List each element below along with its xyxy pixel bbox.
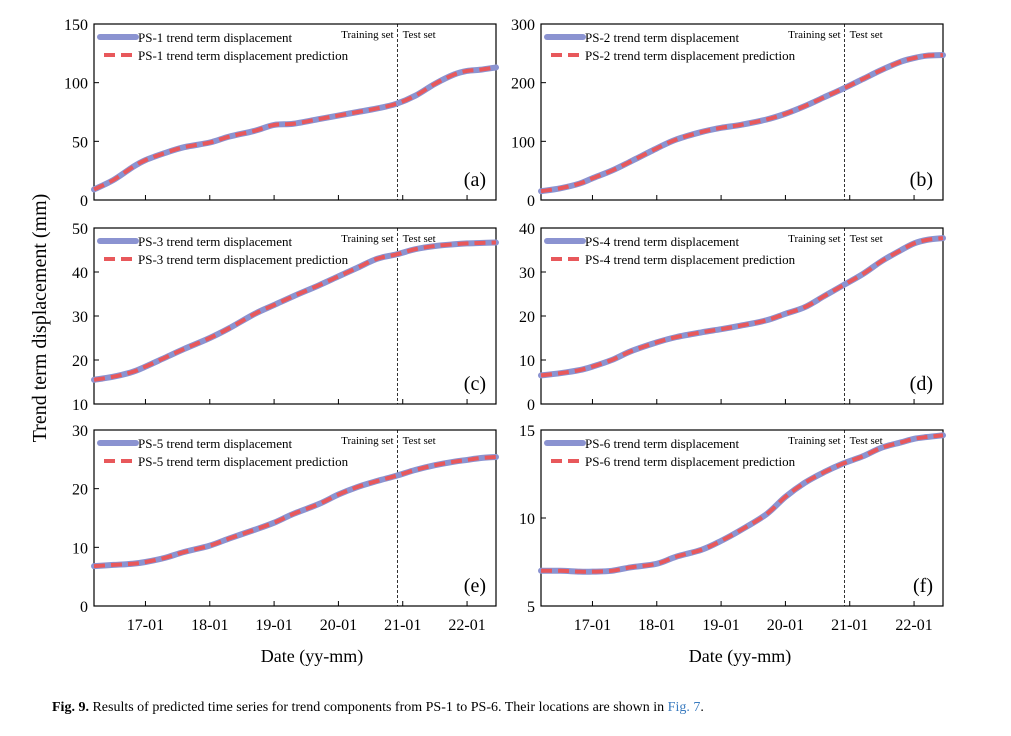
- x-tick-label: 22-01: [895, 617, 932, 634]
- y-axis-label: Trend term displacement (mm): [29, 194, 51, 443]
- legend-label-prediction: PS-3 trend term displacement prediction: [138, 252, 349, 267]
- plot-frame: [93, 429, 497, 607]
- legend-label-actual: PS-3 trend term displacement: [138, 234, 293, 249]
- chart-panel-3: 10 20 30 40 50 Training set Test set PS-3 trend…: [72, 221, 499, 414]
- y-tick-label: 100: [511, 134, 535, 151]
- series-line-prediction: [93, 240, 497, 382]
- training-set-label: Training set: [788, 233, 840, 245]
- y-tick-label: 30: [72, 423, 88, 440]
- series-line-prediction: [93, 454, 497, 569]
- y-tick-label: 10: [519, 511, 535, 528]
- y-tick-label: 150: [64, 17, 88, 34]
- y-tick-label: 15: [519, 423, 535, 440]
- test-set-label: Test set: [850, 435, 883, 447]
- chart-panel-6: 5 10 15 17-01 18-01 19-01 20-01 21-01 22-01 Train…: [519, 423, 946, 634]
- training-set-label: Training set: [341, 435, 393, 447]
- plot-frame: [93, 23, 497, 201]
- test-set-label: Test set: [403, 29, 436, 41]
- x-tick-label: 19-01: [702, 617, 739, 634]
- y-tick-label: 50: [72, 134, 88, 151]
- legend-label-actual: PS-5 trend term displacement: [138, 436, 293, 451]
- y-tick-label: 0: [80, 193, 88, 210]
- test-set-label: Test set: [850, 29, 883, 41]
- training-set-label: Training set: [341, 233, 393, 245]
- test-set-label: Test set: [403, 435, 436, 447]
- caption-text: Results of predicted time series for tre…: [92, 700, 665, 715]
- y-tick-label: 300: [511, 17, 535, 34]
- chart-panel-1: 0 50 100 150 Training set Test set PS-1 trend …: [64, 17, 499, 210]
- series-line-prediction: [540, 236, 944, 378]
- y-tick-label: 50: [72, 221, 88, 238]
- training-set-label: Training set: [341, 29, 393, 41]
- legend-label-prediction: PS-4 trend term displacement prediction: [585, 252, 796, 267]
- legend-label-actual: PS-6 trend term displacement: [585, 436, 740, 451]
- x-tick-label: 22-01: [448, 617, 485, 634]
- chart-panel-2: 0 100 200 300 Training set Test set PS-2 trend…: [511, 17, 946, 210]
- x-axis-label-left: Date (yy-mm): [261, 646, 363, 667]
- panel-label: (b): [910, 169, 933, 191]
- y-tick-label: 200: [511, 76, 535, 93]
- panel-label: (f): [913, 575, 933, 597]
- legend-label-prediction: PS-5 trend term displacement prediction: [138, 454, 349, 469]
- legend-label-prediction: PS-2 trend term displacement prediction: [585, 48, 796, 63]
- panel-label: (e): [464, 575, 486, 597]
- y-tick-label: 100: [64, 76, 88, 93]
- panel-label: (c): [464, 373, 486, 395]
- figure-caption: Fig. 9. Results of predicted time series…: [52, 700, 972, 716]
- y-tick-label: 0: [80, 599, 88, 616]
- x-tick-label: 20-01: [320, 617, 357, 634]
- panel-label: (a): [464, 169, 486, 191]
- y-tick-label: 40: [72, 265, 88, 282]
- series-line-prediction: [540, 433, 944, 574]
- series-line-prediction: [540, 53, 944, 194]
- series-line-prediction: [93, 65, 497, 192]
- x-tick-label: 20-01: [767, 617, 804, 634]
- training-set-label: Training set: [788, 29, 840, 41]
- caption-link[interactable]: Fig. 7: [667, 700, 701, 715]
- caption-lead: Fig. 9.: [52, 700, 89, 715]
- y-tick-label: 10: [72, 540, 88, 557]
- y-tick-label: 30: [72, 309, 88, 326]
- y-tick-label: 5: [527, 599, 535, 616]
- y-tick-label: 20: [72, 353, 88, 370]
- y-tick-label: 0: [527, 193, 535, 210]
- x-tick-label: 21-01: [384, 617, 421, 634]
- caption-end: .: [700, 700, 704, 715]
- chart-panel-5: 0 10 20 30 17-01 18-01 19-01 20-01 21-01 22-01 Tra…: [72, 423, 499, 634]
- x-tick-label: 19-01: [255, 617, 292, 634]
- y-tick-label: 0: [527, 397, 535, 414]
- x-tick-label: 21-01: [831, 617, 868, 634]
- series-line-actual: [91, 64, 499, 193]
- y-tick-label: 20: [72, 482, 88, 499]
- panel-label: (d): [910, 373, 933, 395]
- y-tick-label: 30: [519, 265, 535, 282]
- test-set-label: Test set: [850, 233, 883, 245]
- legend-label-actual: PS-4 trend term displacement: [585, 234, 740, 249]
- chart-panel-4: 0 10 20 30 40 Training set Test set PS-4 trend …: [519, 221, 946, 414]
- y-tick-label: 10: [72, 397, 88, 414]
- x-tick-label: 18-01: [638, 617, 675, 634]
- x-tick-label: 17-01: [574, 617, 611, 634]
- training-set-label: Training set: [788, 435, 840, 447]
- y-tick-label: 20: [519, 309, 535, 326]
- legend-label-prediction: PS-6 trend term displacement prediction: [585, 454, 796, 469]
- y-tick-label: 10: [519, 353, 535, 370]
- legend-label-actual: PS-1 trend term displacement: [138, 30, 293, 45]
- x-tick-label: 18-01: [191, 617, 228, 634]
- x-tick-label: 17-01: [127, 617, 164, 634]
- legend-label-prediction: PS-1 trend term displacement prediction: [138, 48, 349, 63]
- test-set-label: Test set: [403, 233, 436, 245]
- y-tick-label: 40: [519, 221, 535, 238]
- plot-frame: [540, 23, 944, 201]
- legend-label-actual: PS-2 trend term displacement: [585, 30, 740, 45]
- x-axis-label-right: Date (yy-mm): [689, 646, 791, 667]
